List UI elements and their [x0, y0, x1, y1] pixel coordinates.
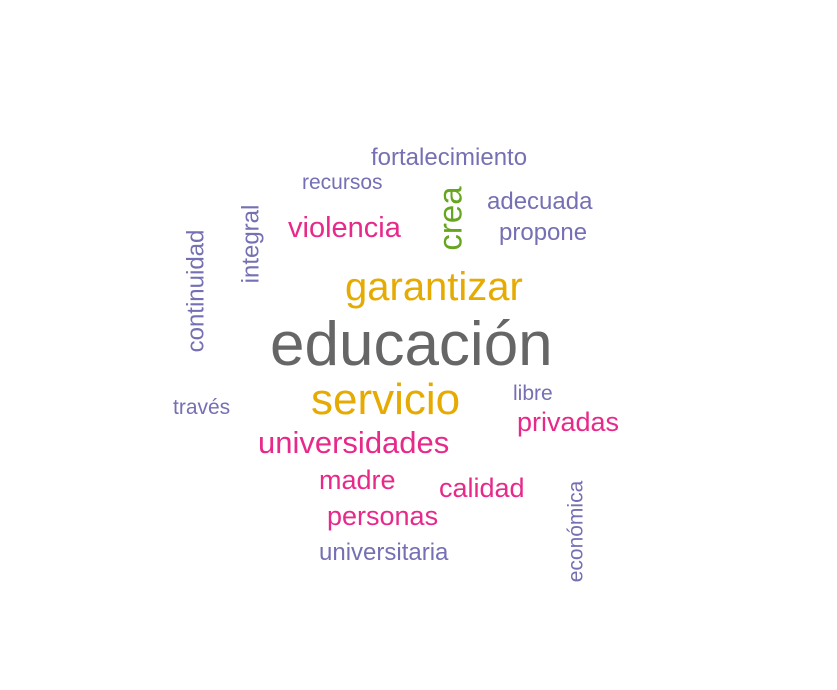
word-traves: través	[173, 396, 231, 419]
word-educacion: educación	[270, 310, 553, 379]
word-madre: madre	[319, 465, 396, 495]
word-servicio: servicio	[311, 375, 461, 424]
word-violencia: violencia	[288, 212, 401, 244]
word-economica: económica	[564, 480, 588, 583]
word-crea: crea	[431, 186, 469, 251]
word-privadas: privadas	[517, 407, 620, 437]
word-recursos: recursos	[302, 171, 383, 194]
word-continuidad: continuidad	[182, 229, 210, 353]
word-propone: propone	[499, 219, 588, 246]
word-libre: libre	[513, 382, 553, 405]
word-integral: integral	[237, 204, 265, 284]
word-universidades: universidades	[258, 425, 450, 460]
word-garantizar: garantizar	[345, 265, 523, 309]
word-personas: personas	[327, 501, 439, 531]
word-calidad: calidad	[439, 473, 525, 503]
word-adecuada: adecuada	[487, 188, 593, 215]
word-universitaria: universitaria	[319, 539, 449, 566]
word-fortalecimiento: fortalecimiento	[371, 144, 528, 171]
